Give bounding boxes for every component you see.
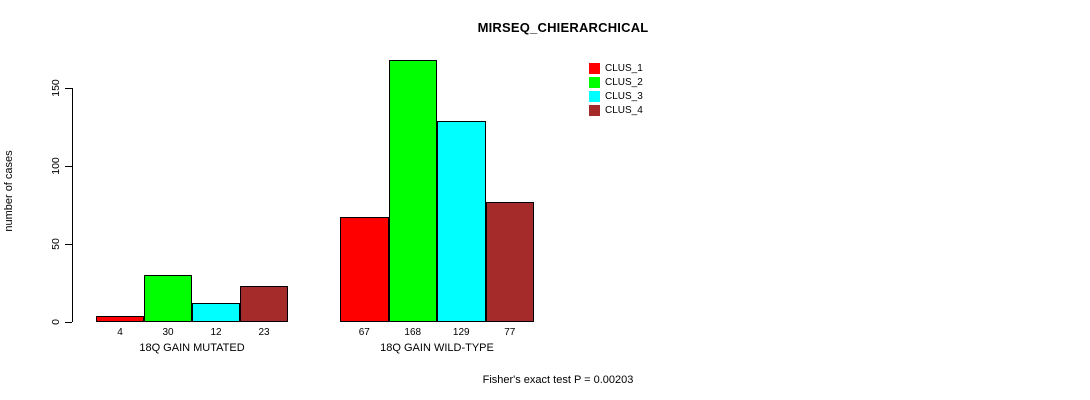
bar-value-label: 129 (452, 327, 470, 338)
bar-clus_3-group2 (437, 120, 486, 322)
bar-value-label: 30 (162, 327, 174, 338)
y-tick-label: 0 (50, 319, 62, 325)
bar-clus_3-group1 (192, 303, 240, 322)
bar-value-label: 23 (258, 327, 270, 338)
y-axis-line (72, 88, 73, 322)
legend-label: CLUS_3 (605, 91, 643, 103)
bar-value-label: 77 (504, 327, 516, 338)
legend-item-clus_4: CLUS_4 (589, 104, 643, 118)
bar-clus_2-group2 (388, 59, 437, 322)
x-group-label: 18Q GAIN MUTATED (139, 342, 245, 354)
legend-label: CLUS_4 (605, 105, 643, 117)
legend-item-clus_3: CLUS_3 (589, 90, 643, 104)
legend-label: CLUS_1 (605, 62, 643, 74)
bar-clus_4-group1 (240, 286, 288, 322)
bar-value-label: 67 (358, 327, 370, 338)
legend-swatch-icon (589, 105, 600, 117)
x-group-label: 18Q GAIN WILD-TYPE (380, 342, 494, 354)
bar-value-label: 168 (404, 327, 422, 338)
chart-title: MIRSEQ_CHIERARCHICAL (477, 20, 649, 35)
fisher-test-note: Fisher's exact test P = 0.00203 (482, 374, 634, 386)
legend-swatch-icon (589, 62, 600, 74)
y-tick-mark (65, 165, 72, 167)
legend-label: CLUS_2 (605, 76, 643, 88)
y-tick-mark (65, 87, 72, 89)
y-axis-title: number of cases (3, 150, 15, 232)
bar-value-label: 12 (210, 327, 222, 338)
bar-clus_2-group1 (144, 275, 192, 322)
y-tick-mark (65, 321, 72, 323)
y-tick-label: 100 (50, 157, 62, 175)
legend-swatch-icon (589, 91, 600, 103)
legend-item-clus_2: CLUS_2 (589, 75, 643, 89)
bar-clus_1-group2 (340, 217, 389, 322)
bar-clus_4-group2 (485, 201, 534, 322)
legend-swatch-icon (589, 76, 600, 88)
bar-value-label: 4 (117, 327, 123, 338)
y-tick-label: 150 (50, 79, 62, 97)
y-tick-mark (65, 243, 72, 245)
legend-item-clus_1: CLUS_1 (589, 61, 643, 75)
bar-clus_1-group1 (96, 315, 144, 322)
y-tick-label: 50 (50, 238, 62, 250)
